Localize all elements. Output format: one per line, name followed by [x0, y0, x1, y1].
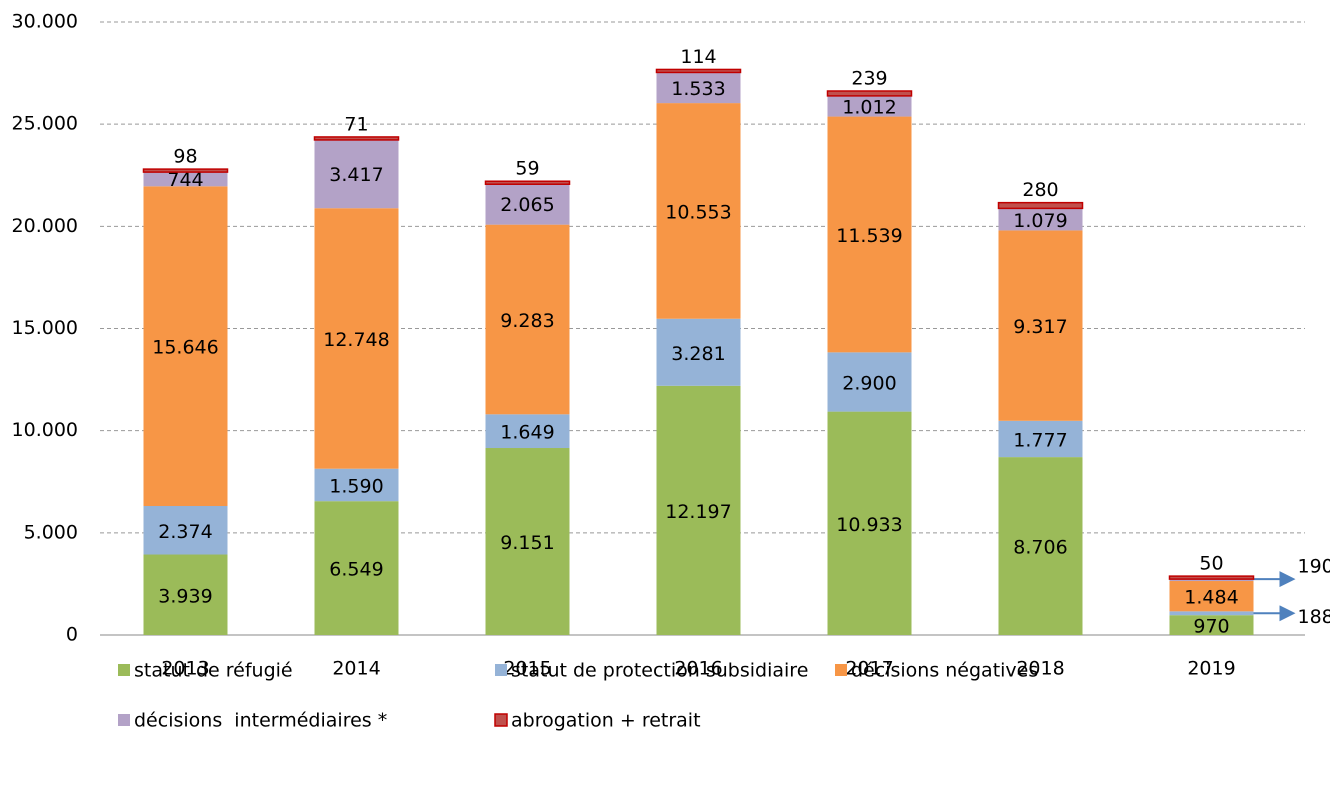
y-tick-label: 25.000 [12, 113, 78, 135]
bar-segment [485, 414, 570, 449]
data-label: 1.012 [842, 97, 896, 119]
bar-segment [143, 554, 228, 635]
data-label: 50 [1199, 553, 1223, 575]
data-label: 280 [1022, 179, 1058, 201]
bar-segment [484, 180, 571, 185]
x-tick-label: 2017 [845, 658, 893, 680]
data-label: 1.533 [671, 78, 725, 100]
legend-swatch [494, 713, 508, 727]
data-label: 239 [851, 68, 887, 90]
data-label: 8.706 [1013, 537, 1067, 559]
data-label: 1.590 [329, 475, 383, 497]
data-label: 12.197 [665, 501, 731, 523]
x-tick-label: 2018 [1016, 658, 1064, 680]
legend-swatch [118, 714, 130, 726]
x-tick-label: 2016 [674, 658, 722, 680]
data-label: 3.417 [329, 164, 383, 186]
legend-label: décisions négatives [851, 660, 1038, 682]
data-label: 1.484 [1184, 587, 1238, 609]
data-label: 114 [680, 46, 716, 68]
bar-segment [143, 186, 228, 507]
bar-segment [997, 201, 1084, 210]
bar-segment [485, 448, 570, 635]
data-label: 1.649 [500, 422, 554, 444]
y-tick-label: 10.000 [12, 419, 78, 441]
data-label: 1.079 [1013, 210, 1067, 232]
data-label: 1.777 [1013, 429, 1067, 451]
data-label: 9.317 [1013, 316, 1067, 338]
y-tick-label: 0 [66, 624, 78, 646]
data-label: 9.283 [500, 310, 554, 332]
x-tick-label: 2015 [503, 658, 551, 680]
data-label: 6.549 [329, 559, 383, 581]
legend-label: statut de protection subsidiaire [511, 660, 808, 682]
data-label: 59 [515, 158, 539, 180]
data-label: 11.539 [836, 225, 902, 247]
data-label: 190 [1298, 556, 1330, 578]
bar-segment [656, 318, 741, 386]
data-label: 15.646 [152, 337, 218, 359]
bar-segment [826, 90, 913, 97]
bar-segment [143, 171, 228, 187]
bar-segment [998, 230, 1083, 421]
data-label: 12.748 [323, 329, 389, 351]
bar-segment [656, 71, 741, 104]
data-label: 188 [1298, 606, 1330, 628]
bar-segment [314, 468, 399, 502]
bar-segment [142, 168, 229, 173]
bar-segment [314, 138, 399, 209]
legend-label: statut de réfugié [134, 660, 293, 682]
y-tick-label: 5.000 [24, 521, 78, 543]
bar-segment [827, 352, 912, 412]
bar-segment [998, 457, 1083, 635]
data-label: 98 [173, 146, 197, 168]
x-tick-label: 2014 [332, 658, 380, 680]
y-tick-label: 20.000 [12, 215, 78, 237]
bar-segment [1169, 611, 1254, 616]
bar-segment [827, 411, 912, 635]
legend-swatch [835, 664, 847, 676]
data-label: 2.900 [842, 372, 896, 394]
bar-segment [1169, 615, 1254, 635]
data-label: 744 [167, 169, 203, 191]
data-label: 970 [1193, 616, 1229, 638]
bar-segment [827, 116, 912, 353]
data-label: 2.065 [500, 194, 554, 216]
bar-segment [998, 208, 1083, 231]
legend-label: décisions intermédiaires * [134, 710, 387, 732]
y-tick-label: 15.000 [12, 317, 78, 339]
data-label: 3.939 [158, 585, 212, 607]
x-tick-label: 2019 [1187, 658, 1235, 680]
bar-segment [998, 420, 1083, 458]
bar-segment [313, 136, 400, 141]
bar-segment [1168, 575, 1255, 580]
legend-swatch [495, 664, 507, 676]
data-label: 3.281 [671, 343, 725, 365]
bar-segment [656, 103, 741, 319]
bar-segment [485, 224, 570, 415]
bar-segment [485, 182, 570, 225]
bar-segment [656, 385, 741, 635]
bar-segment [314, 501, 399, 635]
data-label: 9.151 [500, 532, 554, 554]
bar-segment [655, 68, 742, 74]
bar-segment [314, 208, 399, 469]
data-label: 71 [344, 113, 368, 135]
x-tick-label: 2013 [161, 658, 209, 680]
y-tick-label: 30.000 [12, 11, 78, 33]
data-label: 2.374 [158, 521, 212, 543]
bar-segment [1169, 581, 1254, 612]
bar-segment [143, 506, 228, 555]
legend-label: abrogation + retrait [511, 710, 701, 732]
data-label: 10.933 [836, 514, 902, 536]
data-label: 10.553 [665, 201, 731, 223]
bar-segment [827, 95, 912, 117]
legend-swatch [118, 664, 130, 676]
